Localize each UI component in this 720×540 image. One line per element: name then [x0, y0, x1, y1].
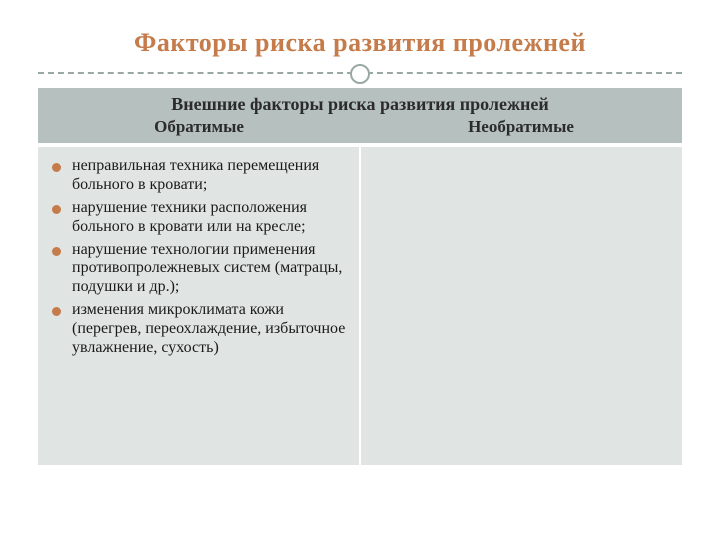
table-body: неправильная техника перемещения больног…	[38, 145, 682, 465]
column-irreversible	[359, 145, 682, 465]
column-header-irreversible: Необратимые	[360, 117, 682, 137]
table-header-title: Внешние факторы риска развития пролежней	[38, 94, 682, 117]
column-reversible: неправильная техника перемещения больног…	[38, 145, 359, 465]
column-header-reversible: Обратимые	[38, 117, 360, 137]
table-header: Внешние факторы риска развития пролежней…	[38, 86, 682, 145]
table-header-columns: Обратимые Необратимые	[38, 117, 682, 137]
list-item: неправильная техника перемещения больног…	[50, 157, 355, 195]
list-item: изменения микроклимата кожи (перегрев, п…	[50, 301, 355, 358]
title-block: Факторы риска развития пролежней	[38, 28, 682, 74]
title-divider-circle	[350, 64, 370, 84]
reversible-list: неправильная техника перемещения больног…	[44, 157, 355, 358]
list-item: нарушение техники расположения больного …	[50, 199, 355, 237]
factors-table: Внешние факторы риска развития пролежней…	[38, 86, 682, 465]
list-item: нарушение технологии применения противоп…	[50, 241, 355, 298]
slide: Факторы риска развития пролежней Внешние…	[0, 0, 720, 540]
